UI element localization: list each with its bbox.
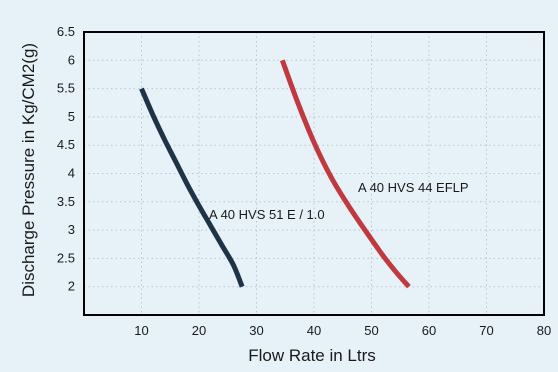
x-tick-label: 40 bbox=[307, 323, 321, 338]
label-layer: A 40 HVS 51 E / 1.0 A 40 HVS 44 EFLP Flo… bbox=[19, 43, 469, 365]
y-tick-label: 3.5 bbox=[57, 194, 75, 209]
y-tick-label: 5.5 bbox=[57, 81, 75, 96]
series-line-1 bbox=[139, 87, 245, 288]
y-axis-title: Discharge Pressure in Kg/CM2(g) bbox=[19, 43, 38, 297]
series-layer bbox=[139, 59, 411, 289]
y-tick-label: 4.5 bbox=[57, 137, 75, 152]
y-tick-label: 6.5 bbox=[57, 24, 75, 39]
x-tick-label: 30 bbox=[249, 323, 263, 338]
series-label-2: A 40 HVS 44 EFLP bbox=[358, 180, 469, 195]
x-tick-label: 80 bbox=[537, 323, 551, 338]
grid-layer bbox=[84, 32, 544, 315]
y-tick-label: 3 bbox=[68, 222, 75, 237]
y-tick-label: 4 bbox=[68, 166, 75, 181]
tick-layer: 10 20 30 40 50 60 70 80 2 2.5 3 3.5 4 4.5 5 5.5 6 6.5 bbox=[57, 24, 551, 338]
plot-frame bbox=[83, 31, 545, 316]
x-axis-title: Flow Rate in Ltrs bbox=[248, 346, 376, 365]
x-tick-label: 20 bbox=[192, 323, 206, 338]
series-label-1: A 40 HVS 51 E / 1.0 bbox=[209, 207, 325, 222]
series-line-2 bbox=[280, 59, 411, 289]
x-tick-label: 50 bbox=[364, 323, 378, 338]
y-tick-label: 2 bbox=[68, 279, 75, 294]
y-tick-label: 6 bbox=[68, 52, 75, 67]
x-tick-label: 10 bbox=[134, 323, 148, 338]
x-tick-label: 60 bbox=[422, 323, 436, 338]
y-tick-label: 5 bbox=[68, 109, 75, 124]
x-tick-label: 70 bbox=[479, 323, 493, 338]
y-tick-label: 2.5 bbox=[57, 250, 75, 265]
